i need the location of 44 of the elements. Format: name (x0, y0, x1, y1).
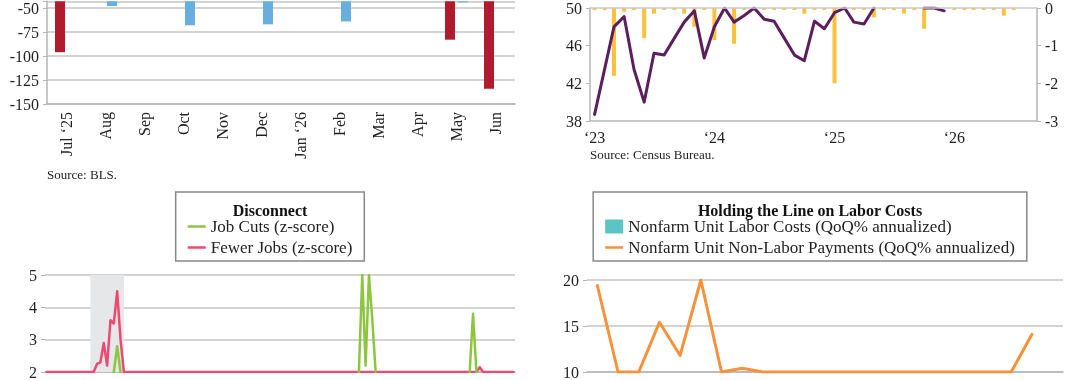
y-tick-label: -150 (9, 95, 39, 113)
x-tick-label: Sep (136, 112, 154, 136)
x-tick-label: Feb (331, 112, 348, 136)
y-tick-label: 3 (29, 331, 37, 349)
legend-label: Fewer Jobs (z-score) (210, 238, 353, 257)
y2-tick-label: -3 (1045, 112, 1059, 130)
source-note: Source: Census Bureau. (590, 147, 715, 162)
y2-tick-label: 0 (1045, 0, 1053, 17)
y-tick-label: -75 (17, 23, 39, 41)
y-tick-label: -125 (9, 71, 39, 89)
y2-tick-label: -2 (1045, 74, 1059, 92)
x-tick-label: Jun (487, 112, 504, 135)
y-tick-label: 15 (563, 317, 579, 335)
x-tick-label: ‘25 (823, 128, 846, 146)
legend-label: Nonfarm Unit Non-Labor Payments (QoQ% annualized) (628, 238, 1015, 257)
y-tick-label: -100 (9, 47, 39, 65)
x-tick-label: ‘26 (943, 128, 965, 146)
x-tick-label: Jul ‘25 (58, 112, 75, 156)
x-tick-label: Apr (409, 111, 427, 137)
y-tick-label: 46 (566, 37, 582, 55)
x-tick-label: Mar (370, 111, 387, 139)
x-tick-label: Dec (253, 112, 270, 138)
y-tick-label: 38 (566, 112, 582, 130)
y-tick-label: -50 (17, 0, 39, 17)
x-tick-label: Jan ‘26 (292, 112, 309, 159)
y-tick-label: 10 (563, 363, 579, 380)
y-tick-label: 42 (566, 74, 582, 92)
legend-title: Holding the Line on Labor Costs (697, 201, 923, 220)
y-tick-label: 20 (563, 271, 579, 289)
x-tick-label: Nov (214, 112, 231, 140)
y-tick-label: 5 (29, 266, 37, 284)
y2-tick-label: -1 (1045, 37, 1059, 55)
y-tick-label: 2 (29, 363, 37, 380)
x-tick-label: ‘23 (583, 128, 606, 146)
legend-title: Disconnect (232, 201, 308, 219)
y-tick-label: 4 (29, 298, 37, 316)
legend-label: Job Cuts (z-score) (210, 217, 335, 236)
x-tick-label: Aug (97, 112, 115, 140)
source-note: Source: BLS. (47, 167, 118, 182)
x-tick-label: May (448, 112, 466, 142)
y-tick-label: 50 (566, 0, 582, 17)
line-series (595, 278, 1034, 374)
x-tick-label: Oct (175, 111, 192, 136)
x-tick-label: ‘24 (703, 128, 726, 146)
